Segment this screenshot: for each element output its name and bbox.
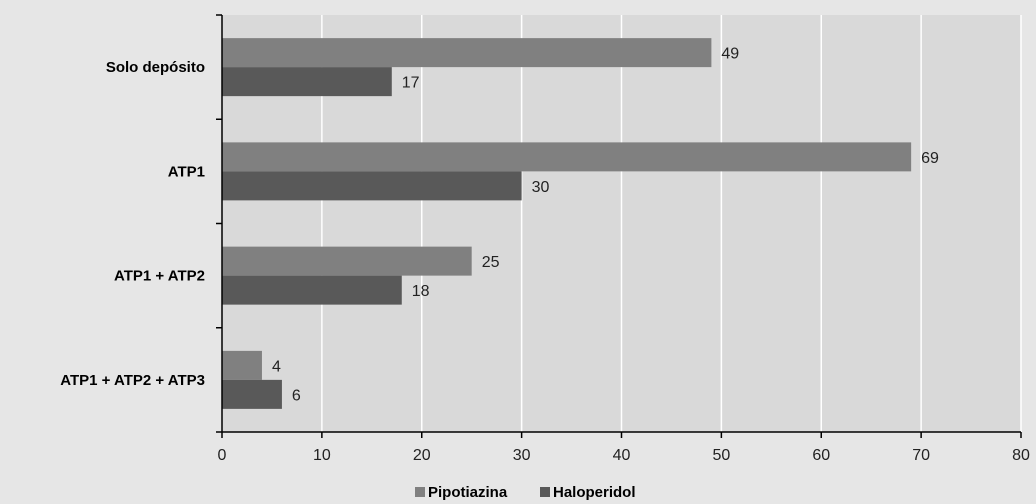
category-label-atp1: ATP1 — [168, 163, 205, 180]
category-label-atp1-atp2: ATP1 + ATP2 — [114, 268, 205, 285]
legend-swatch-haloperidol — [540, 487, 550, 497]
data-label-haloperidol-atp1: 30 — [532, 179, 550, 196]
data-label-haloperidol-solo-deposito: 17 — [402, 75, 420, 92]
data-label-pipotiazina-atp1-atp2-atp3: 4 — [272, 358, 281, 375]
bar-pipotiazina-solo-deposito — [222, 38, 712, 68]
bar-pipotiazina-atp1 — [222, 142, 912, 172]
legend-label-haloperidol: Haloperidol — [553, 484, 636, 501]
data-labels: 49 17 69 30 25 18 46 — [272, 46, 939, 405]
x-tick-labels: 0 10 20 30 40 50 60 70 80 — [218, 447, 1030, 464]
category-label-solo-deposito: Solo depósito — [106, 59, 205, 76]
bar-pipotiazina-atp1-atp2 — [222, 246, 472, 276]
data-label-pipotiazina-atp1-atp2: 25 — [482, 254, 500, 271]
x-tick-label-10: 10 — [313, 447, 331, 464]
x-tick-label-20: 20 — [413, 447, 431, 464]
category-labels: Solo depósito ATP1 ATP1 + ATP2 ATP1 + ATP2 … — [60, 59, 205, 389]
legend: Pipotiazina Haloperidol — [415, 484, 636, 501]
bar-haloperidol-atp1-atp2-atp3 — [222, 379, 282, 409]
data-label-pipotiazina-atp1: 69 — [921, 150, 939, 167]
bars — [222, 38, 912, 409]
bar-haloperidol-solo-deposito — [222, 67, 392, 97]
legend-label-pipotiazina: Pipotiazina — [428, 484, 508, 501]
data-label-haloperidol-atp1-atp2: 18 — [412, 283, 430, 300]
data-label-pipotiazina-solo-deposito: 49 — [721, 46, 739, 63]
x-tick-label-40: 40 — [613, 447, 631, 464]
x-tick-label-0: 0 — [218, 447, 227, 464]
bar-pipotiazina-atp1-atp2-atp3 — [222, 350, 262, 380]
x-tick-label-80: 80 — [1012, 447, 1030, 464]
x-tick-label-70: 70 — [912, 447, 930, 464]
x-tick-label-60: 60 — [812, 447, 830, 464]
category-label-atp1-atp2-atp3: ATP1 + ATP2 + ATP3 — [60, 372, 205, 389]
bar-haloperidol-atp1 — [222, 171, 522, 201]
bar-haloperidol-atp1-atp2 — [222, 275, 402, 305]
x-tick-label-30: 30 — [513, 447, 531, 464]
legend-swatch-pipotiazina — [415, 487, 425, 497]
data-label-haloperidol-atp1-atp2-atp3: 6 — [292, 387, 301, 404]
x-tick-label-50: 50 — [712, 447, 730, 464]
axes — [216, 14, 1022, 438]
